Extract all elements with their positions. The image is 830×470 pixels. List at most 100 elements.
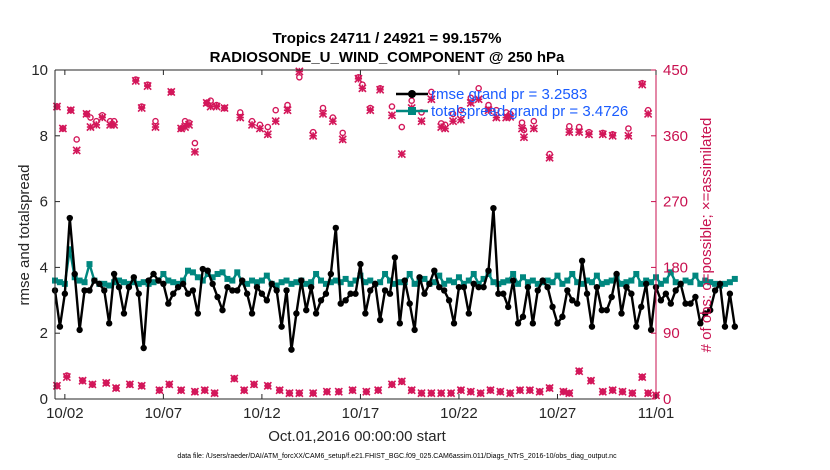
rmse-point xyxy=(544,283,551,291)
rmse-point xyxy=(165,300,172,307)
obs-assimilated-point xyxy=(417,388,426,398)
totalspread-point xyxy=(347,280,354,287)
rmse-point xyxy=(357,260,364,268)
totalspread-point xyxy=(249,277,256,284)
obs-assimilated-point xyxy=(373,386,383,395)
rmse-point xyxy=(322,290,330,297)
rmse-point xyxy=(332,224,339,232)
totalspread-point xyxy=(588,279,595,286)
obs-assimilated-point xyxy=(137,381,146,391)
rmse-point xyxy=(376,316,384,324)
rmse-point xyxy=(352,290,359,297)
totalspread-point xyxy=(460,280,467,287)
y-tick-label-right: 270 xyxy=(663,194,688,211)
obs-assimilated-point xyxy=(354,74,363,83)
totalspread-point xyxy=(332,277,339,284)
obs-assimilated-point xyxy=(362,387,371,396)
obs-assimilated-point xyxy=(295,67,304,76)
totalspread-point xyxy=(56,279,63,286)
obs-assimilated-point xyxy=(308,131,318,140)
totalspread-point xyxy=(608,277,615,284)
totalspread-point xyxy=(726,279,733,286)
rmse-point xyxy=(455,283,463,291)
ticks-layer: 10/02 10/07 10/12 10/17 10/22 10/27 11/0102468… xyxy=(31,62,688,422)
y-tick-label-right: 90 xyxy=(663,325,680,342)
rmse-point xyxy=(278,323,285,330)
obs-assimilated-point xyxy=(109,120,119,129)
totalspread-point xyxy=(712,280,719,287)
totalspread-point xyxy=(396,279,403,286)
obs-assimilated-point xyxy=(545,383,554,393)
obs-assimilated-point xyxy=(456,386,466,395)
y-tick-label-left: 4 xyxy=(40,259,48,276)
rmse-point xyxy=(411,326,418,334)
totalspread-point xyxy=(500,279,507,286)
totalspread-point xyxy=(224,275,231,282)
obs-assimilated-point xyxy=(62,372,71,382)
rmse-point xyxy=(416,274,423,281)
obs-assimilated-point xyxy=(628,388,637,398)
obs-assimilated-point xyxy=(190,147,200,157)
totalspread-point xyxy=(175,280,182,287)
obs-assimilated-point xyxy=(137,103,146,113)
rmse-point xyxy=(519,313,527,320)
obs-assimilated-point xyxy=(184,120,194,129)
rmse-point xyxy=(288,346,295,353)
obs-possible-point xyxy=(398,123,406,131)
obs-assimilated-point xyxy=(496,387,505,396)
obs-assimilated-point xyxy=(624,131,633,140)
obs-assimilated-point xyxy=(263,381,272,391)
totalspread-point xyxy=(451,279,458,286)
obs-assimilated-point xyxy=(176,386,186,395)
rmse-point xyxy=(204,267,211,274)
rmse-point xyxy=(711,287,719,294)
totalspread-point xyxy=(480,275,487,282)
totalspread-point xyxy=(313,270,320,277)
rmse-point xyxy=(86,287,93,294)
totalspread-point xyxy=(214,270,221,277)
obs-assimilated-point xyxy=(387,111,397,120)
rmse-point xyxy=(268,280,275,288)
obs-assimilated-point xyxy=(167,87,176,97)
obs-assimilated-point xyxy=(125,380,135,389)
totalspread-point xyxy=(529,277,536,284)
obs-assimilated-point xyxy=(247,120,257,129)
totalspread-point xyxy=(263,272,270,279)
totalspread-point xyxy=(367,277,374,284)
rmse-point xyxy=(125,283,133,291)
rmse-point xyxy=(372,280,379,288)
rmse-point xyxy=(514,320,522,327)
obs-assimilated-point xyxy=(88,380,97,389)
rmse-point xyxy=(702,310,709,317)
rmse-point xyxy=(130,274,138,281)
rmse-point xyxy=(135,290,142,297)
obs-assimilated-point xyxy=(111,383,121,393)
totalspread-point xyxy=(76,277,83,284)
obs-assimilated-point xyxy=(559,387,568,396)
obs-assimilated-point xyxy=(82,109,91,119)
totalspread-point xyxy=(165,277,172,284)
totalspread-point xyxy=(303,280,310,287)
totalspread-point xyxy=(229,277,236,284)
totalspread-point xyxy=(130,279,137,286)
chart-title: Tropics 24711 / 24921 = 99.157% xyxy=(273,30,502,47)
rmse-point xyxy=(509,277,517,284)
totalspread-point xyxy=(584,277,591,284)
totalspread-point xyxy=(391,280,398,287)
rmse-point xyxy=(549,303,556,311)
totalspread-point xyxy=(318,277,325,284)
obs-assimilated-point xyxy=(574,367,584,376)
totalspread-point xyxy=(140,279,147,286)
totalspread-point xyxy=(603,279,610,286)
obs-possible-point xyxy=(493,106,500,114)
y-tick-label-left: 0 xyxy=(40,391,48,408)
rmse-point xyxy=(672,287,679,294)
obs-assimilated-point xyxy=(295,388,304,398)
rmse-point xyxy=(140,344,147,352)
rmse-point xyxy=(697,320,704,327)
rmse-point xyxy=(234,287,241,294)
totalspread-point xyxy=(150,279,157,286)
totalspread-point xyxy=(234,269,241,276)
rmse-point xyxy=(450,320,458,327)
obs-assimilated-point xyxy=(638,372,647,382)
